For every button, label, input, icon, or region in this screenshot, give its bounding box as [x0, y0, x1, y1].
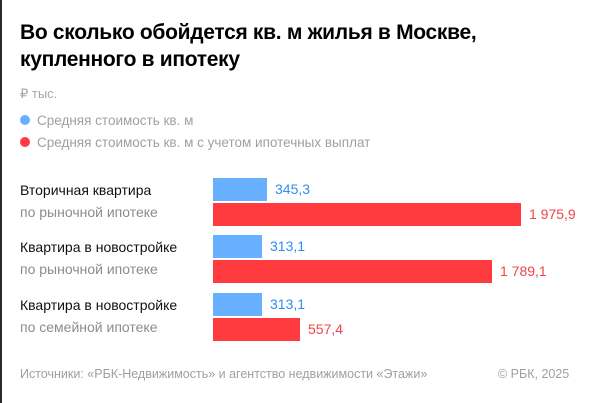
category-label: Вторичная квартира по рыночной ипотеке — [20, 179, 158, 223]
legend-label: Средняя стоимость кв. м — [37, 112, 194, 128]
category-label-line1: Квартира в новостройке — [20, 297, 178, 313]
bar-price-per-sqm — [213, 235, 262, 258]
bar-value-label: 557,4 — [308, 321, 344, 337]
bar-price-per-sqm — [213, 293, 262, 316]
legend-item-blue: Средняя стоимость кв. м — [20, 109, 370, 131]
category-label-line2: по рыночной ипотеке — [20, 261, 158, 277]
source-note: Источники: «РБК-Недвижимость» и агентств… — [20, 367, 428, 381]
category-label-line2: по рыночной ипотеке — [20, 204, 158, 220]
category-label-line1: Квартира в новостройке — [20, 239, 178, 255]
chart-title: Во сколько обойдется кв. м жилья в Москв… — [20, 21, 477, 71]
bar-price-with-mortgage — [213, 203, 521, 226]
category-label: Квартира в новостройке по семейной ипотек… — [20, 294, 177, 338]
legend-dot-red-icon — [20, 137, 30, 147]
bar-value-label: 1 789,1 — [500, 263, 547, 279]
legend-dot-blue-icon — [20, 115, 30, 125]
legend: Средняя стоимость кв. м Средняя стоимост… — [20, 109, 370, 153]
legend-item-red: Средняя стоимость кв. м с учетом ипотечн… — [20, 131, 370, 153]
unit-label: ₽ тыс. — [20, 86, 58, 101]
bar-value-label: 345,3 — [275, 181, 311, 197]
bar-price-with-mortgage — [213, 260, 492, 283]
bar-value-label: 313,1 — [270, 296, 306, 312]
bar-value-label: 313,1 — [270, 238, 306, 254]
legend-label: Средняя стоимость кв. м с учетом ипотечн… — [37, 134, 371, 150]
bar-price-with-mortgage — [213, 318, 300, 341]
bar-price-per-sqm — [213, 178, 267, 201]
category-label: Квартира в новостройке по рыночной ипотек… — [20, 236, 177, 280]
category-label-line1: Вторичная квартира — [20, 182, 152, 198]
copyright: © РБК, 2025 — [498, 367, 570, 381]
bar-value-label: 1 975,9 — [529, 206, 576, 222]
left-border — [0, 0, 2, 403]
category-label-line2: по семейной ипотеке — [20, 319, 158, 335]
